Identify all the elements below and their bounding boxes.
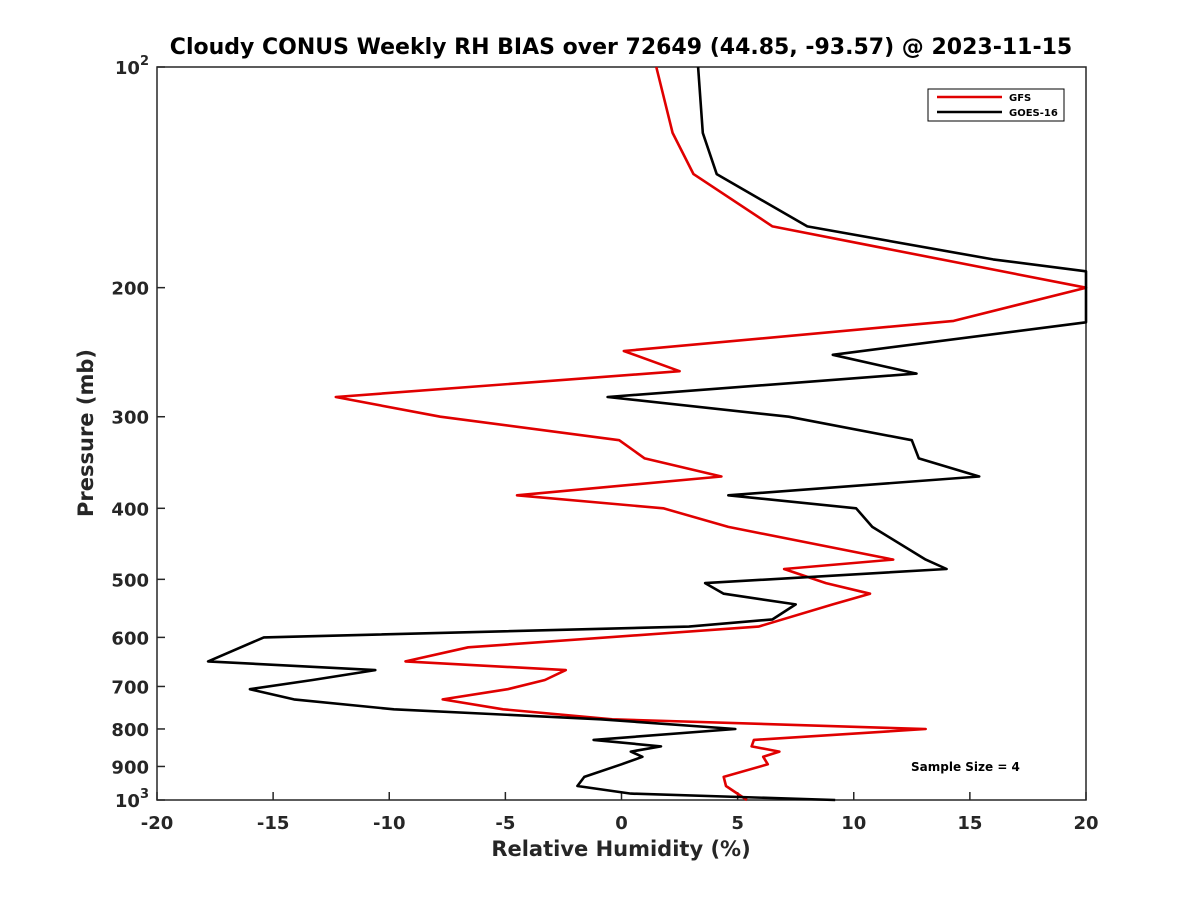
x-tick-label: -5 [495, 813, 515, 834]
x-tick-label: 20 [1073, 813, 1098, 834]
y-tick-label: 500 [111, 570, 149, 591]
y-tick-label: 400 [111, 499, 149, 520]
axes [156, 66, 1087, 801]
y-tick-label-base: 900 [111, 757, 149, 778]
y-tick-label: 900 [111, 757, 149, 778]
x-axis-label: Relative Humidity (%) [491, 837, 750, 861]
x-tick-label: 5 [731, 813, 744, 834]
legend: GFS GOES-16 [927, 88, 1065, 122]
y-tick-label-base: 800 [111, 720, 149, 741]
y-tick-label: 102 [115, 54, 149, 79]
legend-label-goes16: GOES-16 [1009, 108, 1058, 119]
y-tick-label-exponent: 3 [140, 787, 149, 802]
sample-size-annotation: Sample Size = 4 [911, 760, 1020, 774]
y-tick-label-base: 600 [111, 628, 149, 649]
x-tick-label: 10 [841, 813, 866, 834]
series-lines [206, 66, 1088, 802]
x-tick-label: -15 [257, 813, 290, 834]
y-tick-label-exponent: 2 [140, 54, 149, 69]
y-tick-label-base: 300 [111, 408, 149, 429]
y-tick-label-base: 700 [111, 677, 149, 698]
x-axis: -20 -15 -10 -5 0 5 10 15 20 [141, 792, 1099, 834]
plot-frame [156, 66, 1087, 801]
y-tick-label-base: 10 [115, 791, 140, 812]
x-tick-label: -10 [373, 813, 406, 834]
y-tick-label-base: 500 [111, 570, 149, 591]
series-line-gfs [334, 66, 1088, 802]
x-tick-label: 15 [957, 813, 982, 834]
y-tick-label: 200 [111, 279, 149, 300]
y-tick-label: 103 [115, 787, 149, 812]
y-tick-label-base: 10 [115, 58, 140, 79]
y-tick-label: 800 [111, 720, 149, 741]
y-tick-label: 700 [111, 677, 149, 698]
chart-title: Cloudy CONUS Weekly RH BIAS over 72649 (… [170, 35, 1072, 60]
x-tick-label: 0 [615, 813, 628, 834]
y-tick-label: 600 [111, 628, 149, 649]
y-tick-label: 300 [111, 408, 149, 429]
series-line-goes16 [206, 66, 1088, 802]
y-axis-label: Pressure (mb) [74, 349, 98, 517]
legend-label-gfs: GFS [1009, 93, 1031, 104]
y-tick-label-base: 200 [111, 279, 149, 300]
x-tick-label: -20 [141, 813, 174, 834]
y-tick-label-base: 400 [111, 499, 149, 520]
legend-box [927, 88, 1065, 122]
